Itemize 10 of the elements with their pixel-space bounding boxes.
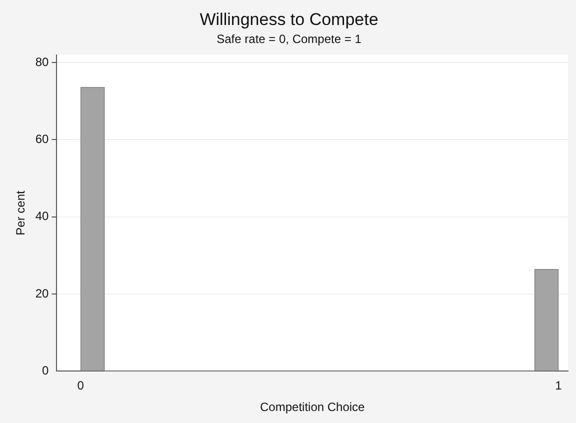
y-tick-label: 0 [42,364,50,378]
y-tick-label: 80 [35,54,50,69]
chart-title: Willingness to Compete [200,10,378,29]
chart-subtitle: Safe rate = 0, Compete = 1 [216,32,362,46]
x-axis-title: Competition Choice [260,400,366,414]
x-tick-label: 1 [555,378,562,393]
y-tick-label: 60 [35,132,50,146]
y-tick-label: 40 [35,209,50,224]
y-tick-label: 20 [35,286,50,300]
y-axis-title: Per cent [14,190,28,236]
